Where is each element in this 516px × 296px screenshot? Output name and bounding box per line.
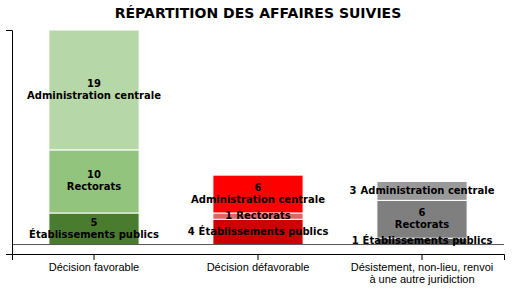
x-tick-label-line: Désistement, non-lieu, renvoi xyxy=(351,261,493,273)
x-tick: Désistement, non-lieu, renvoià une autre… xyxy=(351,254,493,285)
x-tick-label-line: Décision favorable xyxy=(49,261,140,273)
data-label-name: Rectorats xyxy=(236,210,291,221)
data-label: 3 xyxy=(350,185,357,196)
x-tick-label: Désistement, non-lieu, renvoià une autre… xyxy=(351,261,493,286)
data-label-name: Administration centrale xyxy=(191,194,325,205)
x-tick: Décision défavorable xyxy=(207,254,310,273)
x-tick-label: Décision favorable xyxy=(49,261,140,273)
x-tick-label-line: à une autre juridiction xyxy=(369,273,474,285)
chart-svg: RÉPARTITION DES AFFAIRES SUIVIES Décision… xyxy=(0,0,516,296)
title: RÉPARTITION DES AFFAIRES SUIVIES xyxy=(115,5,402,21)
data-label: 19 xyxy=(87,78,101,89)
data-label: 4 xyxy=(188,226,195,237)
x-tick: Décision favorable xyxy=(49,254,140,273)
bar xyxy=(377,200,467,238)
data-label: 5 xyxy=(91,217,98,228)
data-label-name: Établissements publics xyxy=(29,228,159,240)
data-label: 1 xyxy=(352,235,359,246)
x-axis: Décision favorable Décision défavorable Dé… xyxy=(13,254,505,285)
data-labels: 5Établissements publics4Établissements p… xyxy=(27,78,495,246)
data-label-name: Rectorats xyxy=(395,219,450,230)
x-tick-label: Décision défavorable xyxy=(207,261,310,273)
x-tick-mark xyxy=(258,254,259,260)
data-label-name: Rectorats xyxy=(67,181,122,192)
chart: RÉPARTITION DES AFFAIRES SUIVIES Décision… xyxy=(0,0,516,296)
y-axis-line xyxy=(6,31,13,255)
data-label: 1 xyxy=(225,210,232,221)
data-label-name: Administration centrale xyxy=(27,90,161,101)
data-label: 6 xyxy=(255,182,262,193)
x-axis-line xyxy=(13,255,505,261)
x-tick-mark xyxy=(422,254,423,260)
x-tick-label-line: Décision défavorable xyxy=(207,261,310,273)
data-label-name: Établissements publics xyxy=(363,234,493,246)
data-label: 6 xyxy=(419,207,426,218)
data-label-name: Établissements publics xyxy=(199,225,329,237)
bars xyxy=(49,30,467,245)
bar xyxy=(49,150,139,213)
x-tick-mark xyxy=(94,254,95,260)
data-label: 10 xyxy=(87,169,101,180)
y-axis xyxy=(6,31,13,255)
data-label-name: Administration centrale xyxy=(361,185,495,196)
